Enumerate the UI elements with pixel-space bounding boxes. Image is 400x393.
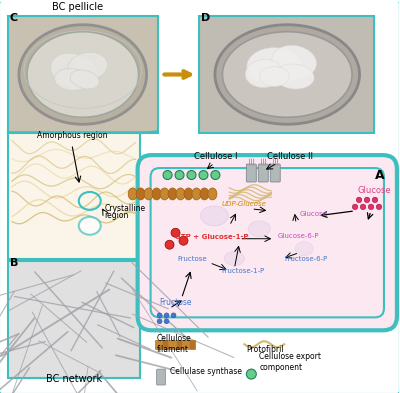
Text: UTP + Glucose-1-P: UTP + Glucose-1-P [174,234,248,240]
Ellipse shape [51,53,99,90]
FancyBboxPatch shape [200,16,374,133]
Ellipse shape [376,204,382,209]
Ellipse shape [247,48,302,85]
FancyBboxPatch shape [246,164,256,182]
Ellipse shape [144,188,153,200]
Ellipse shape [176,188,185,200]
Ellipse shape [171,228,180,237]
Ellipse shape [157,319,162,324]
Ellipse shape [200,188,209,200]
Ellipse shape [295,242,313,255]
Ellipse shape [163,171,172,180]
Ellipse shape [54,68,89,90]
Text: Fructose-6-P: Fructose-6-P [284,255,328,262]
Ellipse shape [274,64,314,89]
Text: Cellulose II: Cellulose II [267,152,313,161]
Ellipse shape [222,32,352,117]
Ellipse shape [215,25,360,124]
Ellipse shape [79,217,101,235]
FancyBboxPatch shape [258,164,268,182]
Bar [154,340,160,349]
FancyBboxPatch shape [150,168,384,318]
FancyBboxPatch shape [8,133,140,259]
Ellipse shape [192,188,201,200]
Ellipse shape [187,171,196,180]
Ellipse shape [175,171,184,180]
FancyBboxPatch shape [138,155,397,330]
Text: Glucose: Glucose [299,211,327,217]
Ellipse shape [352,204,358,209]
Ellipse shape [168,188,177,200]
Ellipse shape [68,52,108,81]
Ellipse shape [164,313,169,318]
Ellipse shape [211,171,220,180]
Ellipse shape [164,319,169,324]
Ellipse shape [128,188,137,200]
FancyBboxPatch shape [156,369,166,385]
FancyBboxPatch shape [8,16,158,133]
Text: D: D [202,13,211,23]
Bar [168,340,174,349]
Ellipse shape [248,221,270,237]
Text: Cellulase synthase: Cellulase synthase [170,367,242,376]
Text: Protofibril: Protofibril [246,345,284,354]
Bar [190,340,196,349]
Ellipse shape [136,188,145,200]
Ellipse shape [360,204,366,209]
Ellipse shape [272,46,316,78]
Text: region: region [105,211,129,220]
Bar [182,340,188,349]
Text: Glucose-6-P: Glucose-6-P [277,233,319,239]
Text: Fructose-1-P: Fructose-1-P [222,268,265,274]
Ellipse shape [152,188,161,200]
Ellipse shape [157,313,162,318]
Bar [162,340,168,349]
Ellipse shape [70,70,100,89]
Text: Cellulose export
component: Cellulose export component [259,352,321,372]
FancyBboxPatch shape [270,164,280,182]
Ellipse shape [200,206,228,226]
Text: A: A [375,169,385,182]
Text: UDP-Glucose: UDP-Glucose [222,201,266,207]
Text: Cellulose
filament: Cellulose filament [156,334,191,354]
Polygon shape [8,131,158,133]
Text: Fructose: Fructose [160,298,192,307]
Ellipse shape [208,188,217,200]
Text: Amorphous region: Amorphous region [36,131,107,140]
Text: B: B [10,257,18,268]
Ellipse shape [165,240,174,249]
Text: C: C [10,13,18,23]
Ellipse shape [199,171,208,180]
Text: Fructose: Fructose [178,255,207,262]
Ellipse shape [27,32,139,117]
Ellipse shape [246,369,256,379]
Bar [176,340,182,349]
Ellipse shape [368,204,374,209]
Text: Cellulose I: Cellulose I [194,152,238,161]
Text: Crystalline: Crystalline [105,204,146,213]
Text: Glucose: Glucose [357,186,391,195]
Ellipse shape [259,66,289,86]
Ellipse shape [224,252,244,266]
Text: BC network: BC network [46,374,102,384]
Ellipse shape [184,188,193,200]
Ellipse shape [179,236,188,245]
Text: BC pellicle: BC pellicle [52,2,103,12]
Ellipse shape [372,197,378,203]
Ellipse shape [160,188,169,200]
Ellipse shape [245,59,283,88]
Ellipse shape [19,25,147,124]
Ellipse shape [356,197,362,203]
Ellipse shape [364,197,370,203]
Ellipse shape [171,313,176,318]
FancyBboxPatch shape [8,261,140,378]
